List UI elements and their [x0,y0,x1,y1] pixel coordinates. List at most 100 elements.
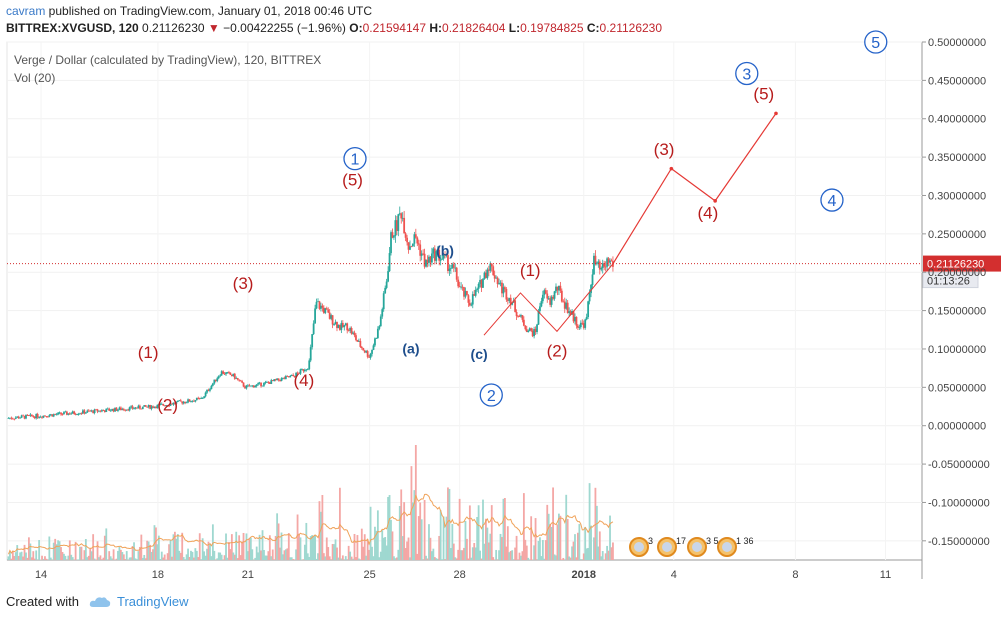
candle [68,413,71,415]
volume-bar [248,538,251,560]
author-link[interactable]: cavram [6,4,46,18]
candle [138,405,141,409]
volume-bar [318,501,321,560]
volume-bar [442,516,445,560]
candle [420,253,423,256]
candle [305,369,308,371]
close-label: C: [586,21,600,35]
candle [417,243,420,245]
volume-bar [430,551,433,560]
candle [92,410,95,414]
volume-bar [122,554,125,560]
candle [355,335,357,340]
volume-bar [67,555,70,560]
volume-bar [400,489,403,560]
candle [284,376,287,379]
candle [343,325,346,328]
candle [206,389,208,393]
candle [134,407,137,409]
candle [495,277,498,279]
volume-bar [131,546,134,560]
volume-bar [457,549,460,560]
volume-bar [284,549,287,560]
volume-bar [42,558,45,560]
volume-bar [17,555,20,560]
volume-bar [401,536,404,560]
circled-wave-label: 3 [742,66,751,83]
volume-bar [362,546,365,560]
y-tick-label: 0.20000000 [928,267,986,279]
volume-bar [471,547,474,560]
volume-bar [571,546,573,560]
volume-bar [265,555,268,560]
candle [441,258,444,260]
candle [25,414,27,419]
candle [95,409,97,411]
candle [536,324,538,333]
candle [103,410,106,413]
volume-bar [260,550,262,560]
candle [184,401,187,403]
candle [274,379,277,381]
candle [474,289,477,296]
volume-bar [32,551,35,560]
tradingview-link[interactable]: TradingView [116,594,189,609]
candle [71,411,74,414]
flag-icon [634,542,644,552]
volume-bar [463,547,465,560]
candle [363,350,366,353]
volume-bar [102,557,105,560]
candle [425,259,427,267]
candle [302,369,305,372]
candle [171,403,173,405]
wave-label-red: (5) [753,85,774,104]
candle [384,287,387,294]
volume-bar [16,545,19,560]
volume-bar [522,493,525,560]
candle [581,322,584,324]
volume-bar [11,550,14,560]
footer: Created with TradingView [6,594,189,609]
candle [87,410,90,412]
volume-bar [169,540,172,560]
volume-bar [44,556,46,560]
candle [371,349,373,354]
wave-projection [483,111,778,336]
candle [416,237,419,244]
candle [375,338,378,339]
volume-bar [317,553,319,560]
volume-bar [271,549,274,560]
volume-bar [137,551,140,560]
volume-bar [344,556,347,560]
x-tick-label: 21 [242,569,254,581]
candle [350,327,353,334]
volume-bar [468,505,471,560]
candle [572,310,575,322]
candle [73,411,76,414]
volume-bar [417,516,420,560]
candle [111,408,114,411]
candle [67,413,70,415]
candle [52,414,55,417]
candle [317,301,319,303]
candle [141,406,144,410]
candle [19,417,22,419]
volume-bar [52,542,55,560]
price-tag-label: 0.21126230 [927,259,984,271]
candle [562,301,565,303]
candle [192,400,195,402]
volume-bar [128,557,131,560]
volume-bar [390,519,392,560]
volume-bar [64,555,67,560]
candle [96,409,99,412]
candle [468,302,471,306]
candle [271,380,274,382]
candle [433,248,436,261]
volume-bar [111,558,114,560]
volume-bar [579,559,582,560]
candle [517,316,519,317]
high-label: H: [429,21,443,35]
candle [162,403,165,406]
